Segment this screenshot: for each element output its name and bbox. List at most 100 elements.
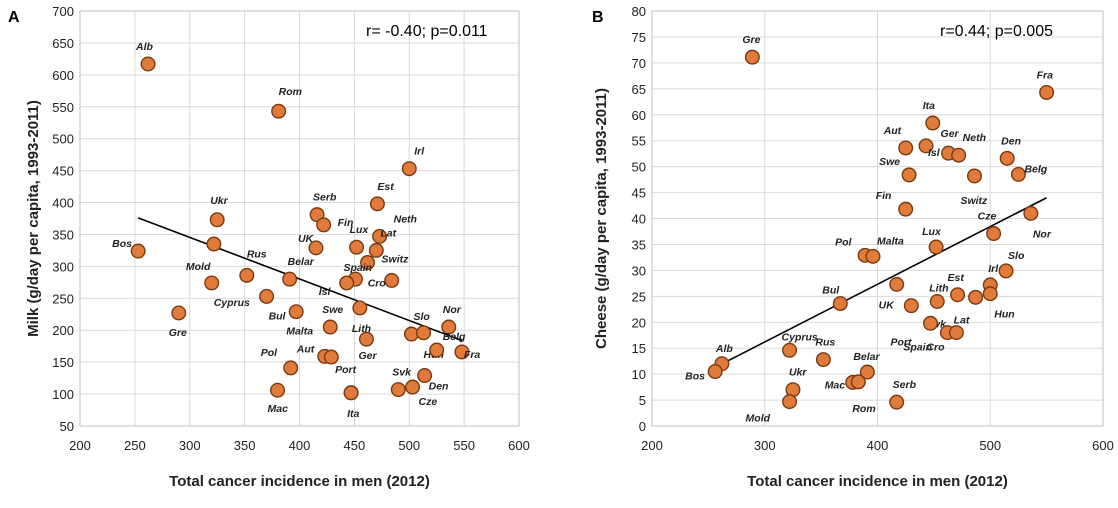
point-label: Aut xyxy=(296,343,315,355)
point-label: Mold xyxy=(746,413,771,425)
y-tick-label: 600 xyxy=(52,68,74,83)
point-label: Spain xyxy=(343,262,372,274)
y-tick-label: 100 xyxy=(52,387,74,402)
y-tick-label: 25 xyxy=(632,289,646,304)
data-point-mac xyxy=(271,383,285,397)
point-label: Fin xyxy=(876,190,892,202)
data-point-fin xyxy=(317,218,331,232)
data-point-bos xyxy=(131,244,145,258)
point-label: Irl xyxy=(988,263,999,275)
data-point-uk xyxy=(890,278,904,292)
x-axis-label: Total cancer incidence in men (2012) xyxy=(169,473,430,490)
y-tick-label: 300 xyxy=(52,259,74,274)
data-point-cyprus xyxy=(783,343,797,357)
point-label: Alb xyxy=(715,343,734,355)
data-point-cze xyxy=(406,380,420,394)
point-label: Malta xyxy=(286,326,313,338)
x-tick-label: 200 xyxy=(641,438,663,453)
y-tick-label: 650 xyxy=(52,36,74,51)
point-label: Rus xyxy=(247,248,267,260)
point-label: Lux xyxy=(922,226,942,238)
y-tick-label: 50 xyxy=(60,419,74,434)
point-label: Swe xyxy=(879,156,900,168)
data-point-rom xyxy=(852,375,866,389)
point-label: Mac xyxy=(268,403,289,415)
correlation-annotation: r=0.44; p=0.005 xyxy=(940,23,1053,40)
x-tick-label: 550 xyxy=(453,438,475,453)
y-tick-label: 150 xyxy=(52,355,74,370)
data-point-alb xyxy=(141,57,155,71)
data-point-lith xyxy=(930,295,944,309)
point-label: Gre xyxy=(742,34,760,46)
point-label: Mac xyxy=(825,379,846,391)
data-point-lith xyxy=(353,301,367,315)
data-point-pol xyxy=(284,361,298,375)
panel-label: A xyxy=(8,9,20,26)
point-label: Pol xyxy=(835,236,852,248)
point-label: Den xyxy=(1001,135,1021,147)
point-label: Mold xyxy=(186,261,211,273)
y-axis-label: Milk (g/day per capita, 1993-2011) xyxy=(25,100,42,337)
point-label: Pol xyxy=(261,347,278,359)
point-label: Lux xyxy=(350,224,370,236)
point-label: Ger xyxy=(358,350,377,362)
data-point-bul xyxy=(833,297,847,311)
point-label: Isl xyxy=(928,147,941,159)
data-point-cro xyxy=(385,274,399,288)
x-tick-label: 600 xyxy=(508,438,530,453)
data-point-aut xyxy=(325,350,339,364)
chart-panel-a: 200 250 300 350 400 450 500 550 600 50 100 150 200 25… xyxy=(8,4,530,490)
point-label: Rus xyxy=(815,337,835,349)
data-point-est xyxy=(371,197,385,211)
figure: 200 250 300 350 400 450 500 550 6005010015020025… xyxy=(0,0,1118,508)
data-point-swe xyxy=(323,320,337,334)
y-tick-label: 75 xyxy=(632,30,646,45)
correlation-annotation: r= -0.40; p=0.011 xyxy=(366,23,488,40)
data-point-den xyxy=(1000,152,1014,166)
point-label: Switz xyxy=(960,195,988,207)
data-point-rom xyxy=(272,104,286,118)
y-tick-label: 80 xyxy=(632,4,646,19)
point-label: Hun xyxy=(994,309,1014,321)
point-label: Belg xyxy=(443,331,466,343)
y-tick-label: 500 xyxy=(52,132,74,147)
y-tick-label: 450 xyxy=(52,164,74,179)
y-tick-label: 5 xyxy=(639,393,646,408)
y-tick-label: 55 xyxy=(632,134,646,149)
point-label: Cro xyxy=(926,342,945,354)
point-label: Serb xyxy=(313,192,337,204)
data-point-cro xyxy=(950,326,964,340)
y-tick-label: 550 xyxy=(52,100,74,115)
y-tick-label: 350 xyxy=(52,227,74,242)
data-point-malta xyxy=(289,305,303,319)
point-label: Swe xyxy=(322,304,343,316)
x-tick-label: 300 xyxy=(179,438,201,453)
point-label: Ukr xyxy=(789,367,807,379)
data-point-cze xyxy=(987,227,1001,241)
data-point-ita xyxy=(344,386,358,400)
point-label: Neth xyxy=(963,132,986,144)
point-label: Cze xyxy=(419,396,438,408)
data-point-isl xyxy=(340,276,354,290)
data-point-lat xyxy=(969,291,983,305)
y-tick-label: 60 xyxy=(632,108,646,123)
data-point-nor xyxy=(1024,207,1038,221)
point-label: Ita xyxy=(923,100,935,112)
point-label: Lat xyxy=(380,227,396,239)
y-tick-label: 250 xyxy=(52,291,74,306)
x-tick-label: 200 xyxy=(69,438,91,453)
point-label: Aut xyxy=(883,125,902,137)
point-label: UK xyxy=(298,233,315,245)
data-point-swe xyxy=(902,168,916,182)
data-point-aut xyxy=(899,141,913,155)
data-point-svk xyxy=(391,383,405,397)
point-label: Rom xyxy=(279,86,302,98)
point-label: Svk xyxy=(392,367,412,379)
data-point-belar xyxy=(283,272,297,286)
data-point-gre xyxy=(746,50,760,64)
data-point-slo xyxy=(999,264,1013,278)
data-point-hun xyxy=(417,326,431,340)
point-label: Bul xyxy=(822,285,840,297)
point-label: Fra xyxy=(1037,69,1054,81)
data-point-bul xyxy=(260,290,274,304)
